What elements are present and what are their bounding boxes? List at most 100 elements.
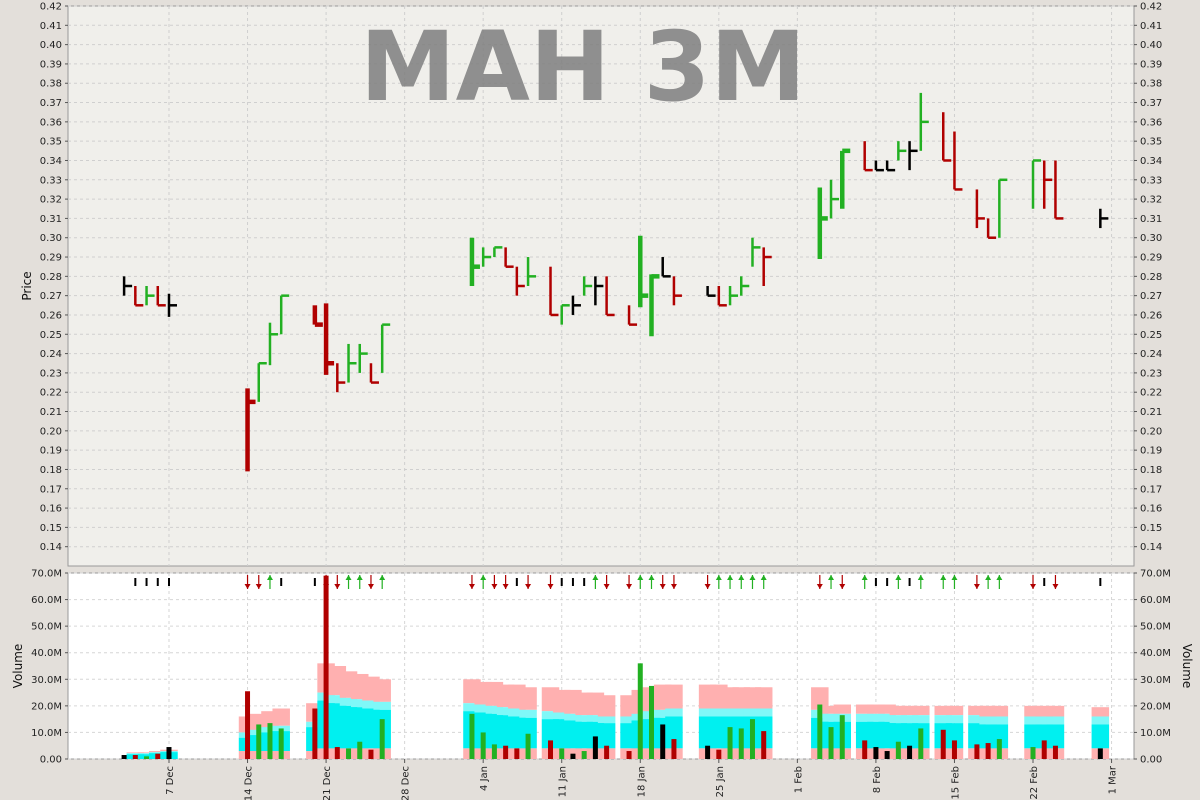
volume-bar (256, 724, 262, 759)
volume-tick-label: 60.0M (31, 595, 62, 606)
date-tick-label: 22 Feb (1029, 766, 1040, 800)
volume-tick-label: 20.0M (1140, 701, 1171, 712)
volume-band-mid (620, 716, 638, 724)
date-tick-label: 18 Jan (636, 766, 647, 797)
price-tick-label: 0.37 (1140, 98, 1162, 109)
volume-band-outer (1035, 705, 1053, 717)
volume-band-outer (900, 705, 919, 716)
price-tick-label: 0.18 (1140, 465, 1162, 476)
volume-band-mid (721, 708, 739, 717)
volume-band-mid (519, 709, 537, 718)
volume-bar (671, 739, 677, 759)
price-tick-label: 0.21 (40, 407, 62, 418)
date-tick-label: 14 Dec (244, 766, 255, 800)
volume-band-mid (867, 713, 885, 722)
volume-arrow-head (1030, 584, 1037, 589)
volume-band-mid (552, 712, 571, 720)
price-tick-label: 0.39 (1140, 59, 1162, 70)
price-tick-label: 0.22 (40, 388, 62, 399)
volume-arrow-head (637, 575, 644, 580)
chart-title: MAH 3M (360, 11, 806, 123)
volume-bar (491, 744, 497, 759)
volume-arrow-head (502, 584, 509, 589)
volume-y-axis-left: 0.00 10.0M 20.0M 30.0M 40.0M 50.0M 60.0M 70.0M (31, 569, 68, 766)
volume-band-mid (990, 716, 1009, 725)
price-tick-label: 0.33 (1140, 175, 1162, 186)
volume-tick-label: 10.0M (31, 728, 62, 739)
price-tick-label: 0.24 (1140, 349, 1162, 360)
price-tick-label: 0.26 (40, 310, 62, 321)
price-tick-label: 0.27 (40, 291, 62, 302)
price-tick-label: 0.25 (40, 330, 62, 341)
volume-band-mid (586, 715, 605, 722)
price-tick-label: 0.35 (1140, 137, 1162, 148)
volume-arrow-head (525, 584, 532, 589)
volume-band-outer (1046, 705, 1065, 717)
volume-bar (267, 723, 273, 759)
volume-bar (469, 713, 475, 759)
volume-bar (749, 719, 755, 759)
price-tick-label: 0.40 (1140, 40, 1162, 51)
volume-bar (570, 753, 576, 759)
volume-arrow-head (659, 584, 666, 589)
date-tick-label: 7 Dec (165, 766, 176, 795)
price-tick-label: 0.23 (1140, 368, 1162, 379)
volume-band-mid (508, 708, 526, 717)
volume-band-mid (463, 703, 481, 712)
price-panel: MAH 3M 0.140.150.160.170.180.190.200.210… (20, 2, 1162, 567)
volume-tick-label: 0.00 (40, 755, 62, 766)
volume-arrow-head (861, 575, 868, 580)
price-tick-label: 0.38 (40, 79, 62, 90)
date-tick-label: 11 Jan (558, 766, 569, 797)
volume-band-mid (698, 708, 717, 717)
volume-arrow-head (323, 584, 330, 589)
volume-bar (548, 740, 554, 759)
price-tick-label: 0.30 (1140, 233, 1162, 244)
volume-bar (312, 708, 318, 759)
volume-bar (1041, 740, 1047, 759)
volume-band-mid (710, 708, 728, 717)
volume-bar (334, 747, 340, 759)
price-tick-label: 0.16 (1140, 504, 1162, 515)
volume-bar (951, 740, 957, 759)
volume-bar (480, 732, 486, 759)
volume-bar (121, 755, 127, 759)
price-tick-label: 0.37 (40, 98, 62, 109)
volume-band-mid (339, 697, 358, 706)
volume-bar (727, 727, 733, 759)
price-tick-label: 0.30 (40, 233, 62, 244)
volume-arrow-head (1052, 584, 1059, 589)
volume-arrow-head (704, 584, 711, 589)
date-x-axis: 7 Dec 14 Dec 21 Dec 28 Dec 4 Jan 11 Jan 18 Jan… (165, 759, 1119, 800)
volume-arrow-head (816, 584, 823, 589)
volume-band-mid (889, 715, 908, 724)
date-tick-label: 1 Mar (1108, 765, 1119, 794)
volume-band-mid (855, 713, 874, 722)
price-y-axis-left: 0.14 0.15 0.16 0.17 0.18 0.19 0.20 0.21 0.22 0.23… (40, 2, 68, 553)
volume-band-mid (1046, 716, 1065, 725)
price-tick-label: 0.27 (1140, 291, 1162, 302)
volume-arrow-head (917, 575, 924, 580)
volume-band-outer (1024, 705, 1042, 717)
volume-bar (895, 741, 901, 759)
volume-band-mid (1024, 716, 1042, 725)
volume-band-mid (968, 715, 986, 724)
price-y-axis-right: 0.14 0.15 0.16 0.17 0.18 0.19 0.20 0.21 0.22 0.23… (1134, 2, 1162, 553)
price-tick-label: 0.14 (1140, 542, 1162, 553)
volume-arrow-head (895, 575, 902, 580)
price-tick-label: 0.32 (1140, 195, 1162, 206)
volume-bar (1052, 745, 1058, 759)
volume-band-mid (979, 716, 997, 725)
volume-bar (637, 663, 643, 759)
price-tick-label: 0.19 (40, 446, 62, 457)
volume-tick-label: 50.0M (1140, 622, 1171, 633)
volume-arrow-head (985, 575, 992, 580)
volume-band-mid (665, 708, 683, 717)
volume-arrow-head (951, 575, 958, 580)
price-tick-label: 0.24 (40, 349, 62, 360)
volume-arrow-head (244, 584, 251, 589)
volume-band-mid (575, 715, 593, 722)
volume-arrow-head (255, 584, 262, 589)
volume-band-mid (541, 711, 560, 720)
price-tick-label: 0.42 (1140, 2, 1162, 13)
